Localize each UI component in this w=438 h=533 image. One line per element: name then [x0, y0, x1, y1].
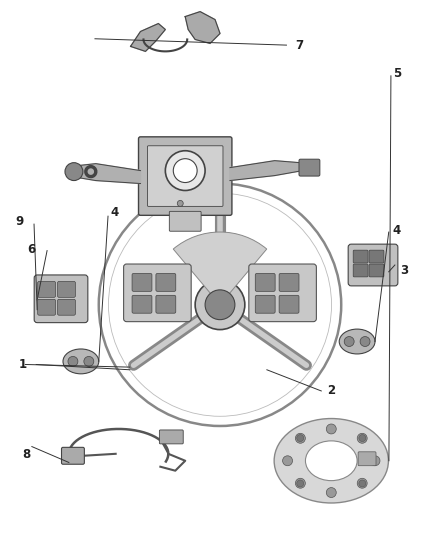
FancyBboxPatch shape	[34, 275, 88, 322]
Circle shape	[297, 434, 304, 441]
FancyBboxPatch shape	[369, 250, 384, 263]
Text: 4: 4	[110, 206, 119, 219]
Circle shape	[357, 478, 367, 488]
FancyBboxPatch shape	[279, 273, 299, 292]
Circle shape	[370, 456, 380, 466]
Text: 5: 5	[393, 67, 402, 80]
Text: 6: 6	[27, 243, 35, 256]
Circle shape	[326, 488, 336, 497]
Text: 9: 9	[15, 215, 24, 228]
FancyBboxPatch shape	[353, 250, 368, 263]
FancyBboxPatch shape	[348, 244, 398, 286]
FancyBboxPatch shape	[156, 295, 176, 313]
FancyBboxPatch shape	[156, 273, 176, 292]
FancyBboxPatch shape	[159, 430, 183, 444]
Circle shape	[357, 433, 367, 443]
Circle shape	[205, 290, 235, 320]
Circle shape	[360, 336, 370, 346]
FancyBboxPatch shape	[279, 295, 299, 313]
FancyBboxPatch shape	[249, 264, 316, 321]
FancyBboxPatch shape	[358, 452, 376, 466]
Text: 3: 3	[400, 264, 408, 277]
Polygon shape	[230, 160, 303, 181]
Text: 2: 2	[327, 384, 336, 398]
FancyBboxPatch shape	[61, 447, 85, 464]
FancyBboxPatch shape	[138, 137, 232, 215]
Polygon shape	[78, 164, 141, 183]
FancyBboxPatch shape	[148, 146, 223, 206]
Ellipse shape	[63, 349, 99, 374]
Wedge shape	[173, 232, 267, 305]
FancyBboxPatch shape	[299, 159, 320, 176]
FancyBboxPatch shape	[255, 295, 275, 313]
FancyBboxPatch shape	[353, 264, 368, 277]
FancyBboxPatch shape	[369, 264, 384, 277]
Ellipse shape	[339, 329, 375, 354]
Ellipse shape	[274, 418, 389, 503]
Circle shape	[195, 280, 245, 329]
FancyBboxPatch shape	[170, 212, 201, 231]
Circle shape	[359, 434, 366, 441]
Polygon shape	[185, 12, 220, 43]
Circle shape	[297, 480, 304, 487]
Circle shape	[173, 159, 197, 182]
Circle shape	[295, 433, 305, 443]
FancyBboxPatch shape	[132, 273, 152, 292]
Circle shape	[84, 357, 94, 366]
FancyBboxPatch shape	[38, 281, 56, 297]
Circle shape	[344, 336, 354, 346]
Circle shape	[283, 456, 293, 466]
Circle shape	[68, 357, 78, 366]
Circle shape	[295, 478, 305, 488]
FancyBboxPatch shape	[132, 295, 152, 313]
FancyBboxPatch shape	[57, 300, 75, 315]
Circle shape	[359, 480, 366, 487]
Circle shape	[65, 163, 83, 181]
Text: 7: 7	[296, 38, 304, 52]
Text: 1: 1	[18, 358, 26, 371]
Polygon shape	[131, 23, 165, 51]
FancyBboxPatch shape	[57, 281, 75, 297]
Circle shape	[177, 200, 183, 206]
Circle shape	[326, 424, 336, 434]
FancyBboxPatch shape	[124, 264, 191, 321]
Ellipse shape	[305, 441, 357, 481]
Text: 4: 4	[392, 224, 401, 237]
Circle shape	[165, 151, 205, 190]
FancyBboxPatch shape	[255, 273, 275, 292]
Text: 8: 8	[22, 448, 31, 461]
FancyBboxPatch shape	[38, 300, 56, 315]
